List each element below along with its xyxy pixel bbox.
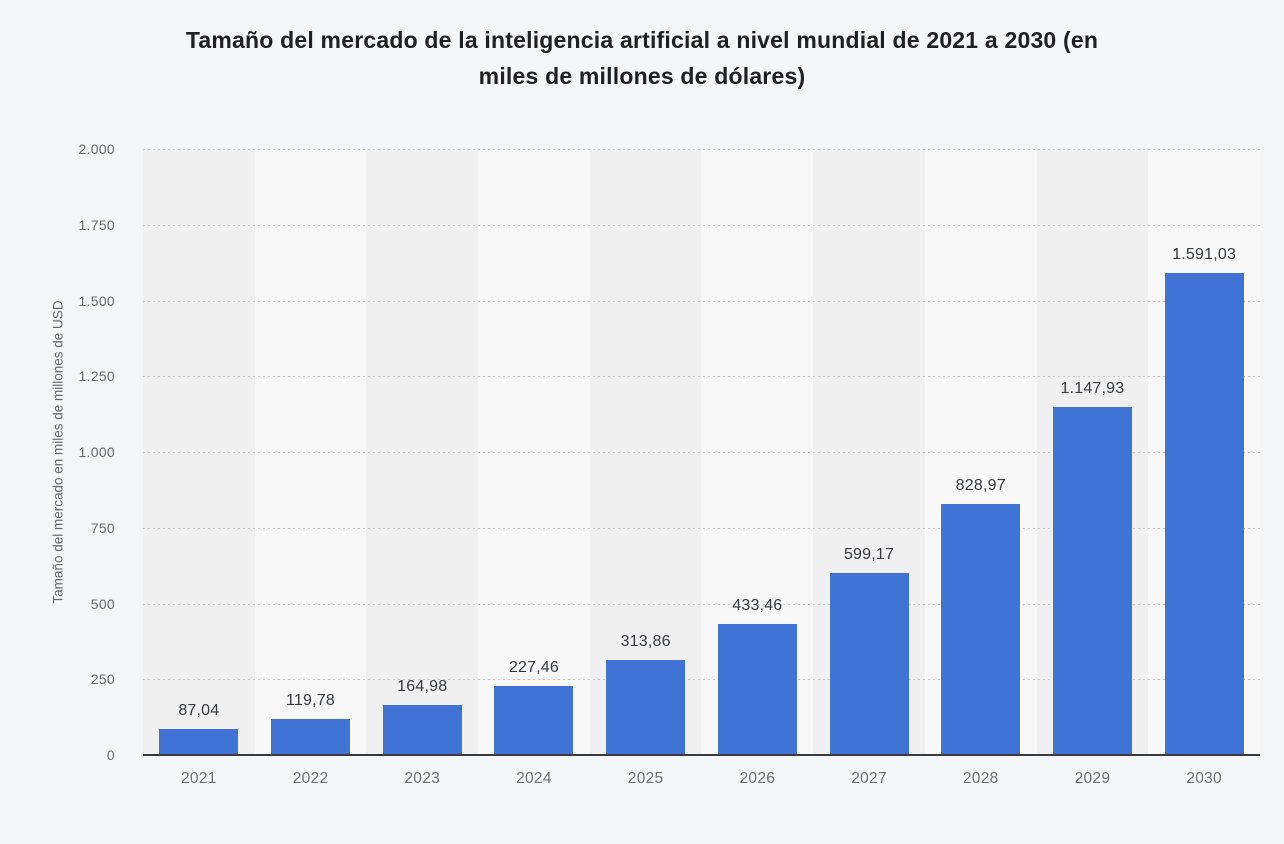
value-label-2023: 164,98	[397, 678, 448, 696]
chart-title: Tamaño del mercado de la inteligencia ar…	[62, 22, 1222, 94]
chart-title-line1: Tamaño del mercado de la inteligencia ar…	[185, 27, 1099, 53]
value-label-2030: 1.591,03	[1172, 245, 1237, 263]
x-tick-label-2027: 2027	[851, 770, 887, 787]
x-tick-label-2023: 2023	[404, 770, 441, 787]
gridline-1250	[143, 376, 1260, 378]
gridline-750	[143, 527, 1260, 529]
y-tick-label-0: 0	[106, 747, 115, 763]
y-tick-label-500: 500	[90, 595, 115, 612]
gridline-2000	[143, 149, 1260, 150]
chart-title-line2: miles de millones de dólares)	[478, 63, 806, 89]
y-tick-label-750: 750	[90, 519, 115, 536]
x-tick-label-2021: 2021	[181, 770, 217, 787]
bar-2026	[717, 623, 797, 755]
bar-2027	[829, 573, 909, 755]
x-tick-label-2028: 2028	[962, 770, 999, 787]
y-tick-label-1000: 1.000	[78, 444, 115, 460]
gridline-1750	[143, 224, 1260, 226]
x-tick-label-2026: 2026	[739, 770, 776, 787]
bar-2028	[941, 503, 1021, 755]
gridline-1500	[143, 300, 1260, 302]
x-tick-label-2024: 2024	[516, 770, 552, 787]
gridline-1000	[143, 452, 1260, 453]
bar-2021	[159, 728, 239, 755]
bar-2023	[382, 705, 462, 755]
x-tick-label-2030: 2030	[1186, 770, 1222, 787]
x-axis-line	[143, 754, 1260, 756]
value-label-2025: 313,86	[620, 632, 671, 650]
y-tick-label-2000: 2.000	[78, 141, 115, 157]
bar-2024	[494, 686, 574, 755]
value-label-2029: 1.147,93	[1060, 380, 1125, 398]
bar-2022	[271, 718, 351, 755]
bar-2029	[1052, 407, 1132, 755]
bar-2030	[1164, 272, 1244, 755]
value-label-2024: 227,46	[508, 659, 559, 677]
value-label-2028: 828,97	[955, 476, 1006, 494]
bar-2025	[606, 659, 686, 755]
value-label-2021: 87,04	[178, 701, 220, 719]
x-tick-label-2022: 2022	[292, 770, 329, 787]
gridline-250	[143, 679, 1260, 681]
x-tick-label-2025: 2025	[627, 770, 664, 787]
y-tick-label-250: 250	[90, 671, 115, 688]
y-tick-label-1500: 1.500	[78, 292, 115, 309]
y-axis-tick-labels: 0 250 500 750 1.000 1.250 1.500 1.750 2.000	[0, 0, 115, 844]
gridline-500	[143, 603, 1260, 605]
y-tick-label-1750: 1.750	[78, 216, 115, 233]
value-label-2027: 599,17	[843, 546, 895, 564]
x-tick-label-2029: 2029	[1074, 770, 1111, 787]
bar-chart-plot-area: 87,04 119,78 164,98 227,46 313,86 433,46 599,1…	[143, 149, 1260, 755]
x-axis-labels: 2021 2022 2023 2024 2025 2026 2027 2028 2029 2030	[143, 770, 1260, 794]
value-label-2022: 119,78	[286, 691, 335, 709]
value-label-2026: 433,46	[732, 596, 783, 614]
y-tick-label-1250: 1.250	[78, 368, 115, 385]
